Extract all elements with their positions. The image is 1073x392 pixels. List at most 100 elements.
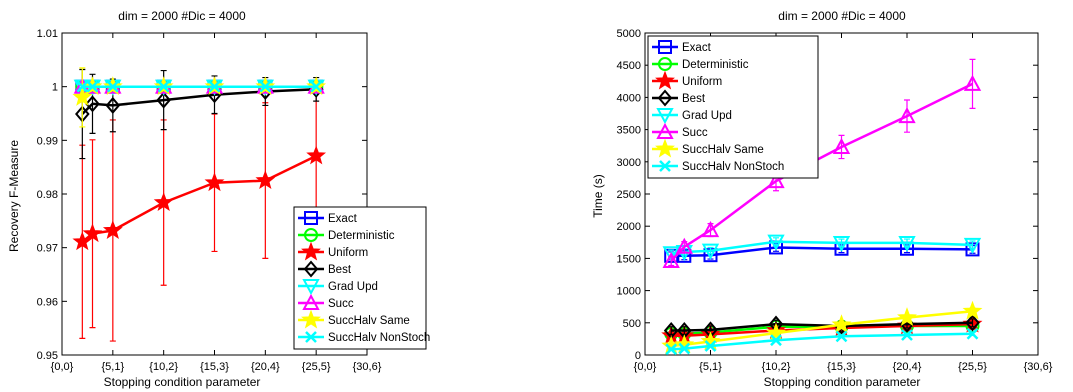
x-tick-label: {25,5} [302,361,331,373]
y-tick-label: 1500 [617,253,641,265]
data-point [962,300,983,320]
legend-item: SuccHalv NonStoch [298,331,430,344]
series-line [670,82,974,262]
y-tick-label: 0.95 [37,350,58,362]
legend-swatch-marker [301,241,321,261]
legend-label: Succ [328,298,354,310]
data-point [662,246,680,263]
legend-label: SuccHalv NonStoch [328,332,430,344]
legend-item: Best [652,89,706,107]
legend-item: Best [298,260,352,278]
legend-item: Grad Upd [652,108,732,125]
x-tick-label: {30,6} [1024,361,1053,373]
data-point [105,96,121,114]
legend-item: Exact [298,211,358,225]
legend-box [293,206,427,350]
data-point [86,80,99,93]
series-succhalv-nonstoch [76,80,323,93]
chart-title: dim = 2000 #Dic = 4000 [118,9,246,23]
data-point [766,322,786,342]
legend-label: Succ [682,127,708,139]
x-tick-label: {5,1} [102,361,125,373]
legend-label: Uniform [328,247,368,259]
x-tick-label: {30,6} [353,361,382,373]
data-point [835,330,848,343]
legend-swatch-marker [305,331,317,343]
data-point [965,314,980,332]
x-tick-label: {25,5} [958,361,987,373]
x-tick-label: {10,2} [149,361,178,373]
y-tick-label: 500 [623,318,641,330]
legend-label: SuccHalv Same [328,315,410,327]
data-point [963,237,982,254]
data-point [310,80,323,93]
x-tick-label: {15,3} [200,361,229,373]
data-point [255,170,276,190]
data-point [831,314,852,334]
legend-swatch-marker [656,108,674,125]
series-succhalv-nonstoch [665,327,979,356]
legend-swatch-marker [655,138,675,158]
data-point [770,334,782,347]
legend-item: Uniform [652,70,722,90]
y-tick-label: 2500 [617,189,641,201]
data-point [662,251,680,268]
legend-swatch-marker [304,211,318,225]
y-tick-label: 0 [635,350,641,362]
data-point [675,237,693,254]
legend-item: Deterministic [652,57,749,71]
legend-item: Succ [652,122,708,139]
data-point [678,342,691,355]
y-tick-label: 3500 [617,125,641,137]
data-point [76,80,89,93]
data-point [156,91,171,109]
series-uniform [72,80,327,342]
legend-swatch-marker [659,160,671,172]
legend-label: Deterministic [328,230,395,242]
data-point [157,80,170,93]
y-axis-label: Time (s) [591,174,605,218]
data-point [963,74,982,91]
x-tick-label: {0,0} [51,361,74,373]
legend-label: SuccHalv Same [682,144,764,156]
legend-label: Best [328,264,352,276]
legend-item: Grad Upd [298,279,378,296]
legend-label: Exact [682,42,712,54]
y-tick-label: 4000 [617,92,641,104]
error-bar [969,58,976,109]
x-tick-label: {20,4} [251,361,280,373]
y-axis-label: Recovery F-Measure [7,140,21,252]
x-tick-label: {20,4} [893,361,922,373]
legend-swatch-marker [658,40,672,54]
data-point [204,172,225,192]
time-chart: dim = 2000 #Dic = 4000 Stopping conditio… [591,9,1053,389]
legend-item: SuccHalv NonStoch [652,160,784,173]
data-point [966,327,979,340]
x-tick-label: {0,0} [634,361,657,373]
data-point [832,137,851,154]
data-point [701,243,720,260]
y-tick-label: 3000 [617,157,641,169]
legend-label: Deterministic [682,59,749,71]
legend-item: Uniform [298,241,368,261]
y-tick-label: 1 [52,82,58,94]
y-tick-label: 2000 [617,221,641,233]
x-tick-label: {5,1} [699,361,722,373]
legend-label: Exact [328,213,358,225]
data-point [901,329,913,341]
legend-label: SuccHalv NonStoch [682,161,784,173]
data-point [102,220,123,239]
y-tick-label: 4500 [617,60,641,72]
y-tick-label: 5000 [617,28,641,40]
legend-item: SuccHalv Same [652,138,764,158]
data-point [153,192,174,212]
legend-swatch-marker [656,122,674,139]
data-point [898,106,916,124]
legend-swatch-marker [302,293,320,310]
data-point [704,340,717,352]
legend-item: Exact [652,40,712,54]
x-tick-label: {15,3} [827,361,856,373]
legend: Exact Deterministic Uniform Best Grad Upd Suc… [647,35,819,179]
x-axis-label: Stopping condition parameter [104,375,261,389]
